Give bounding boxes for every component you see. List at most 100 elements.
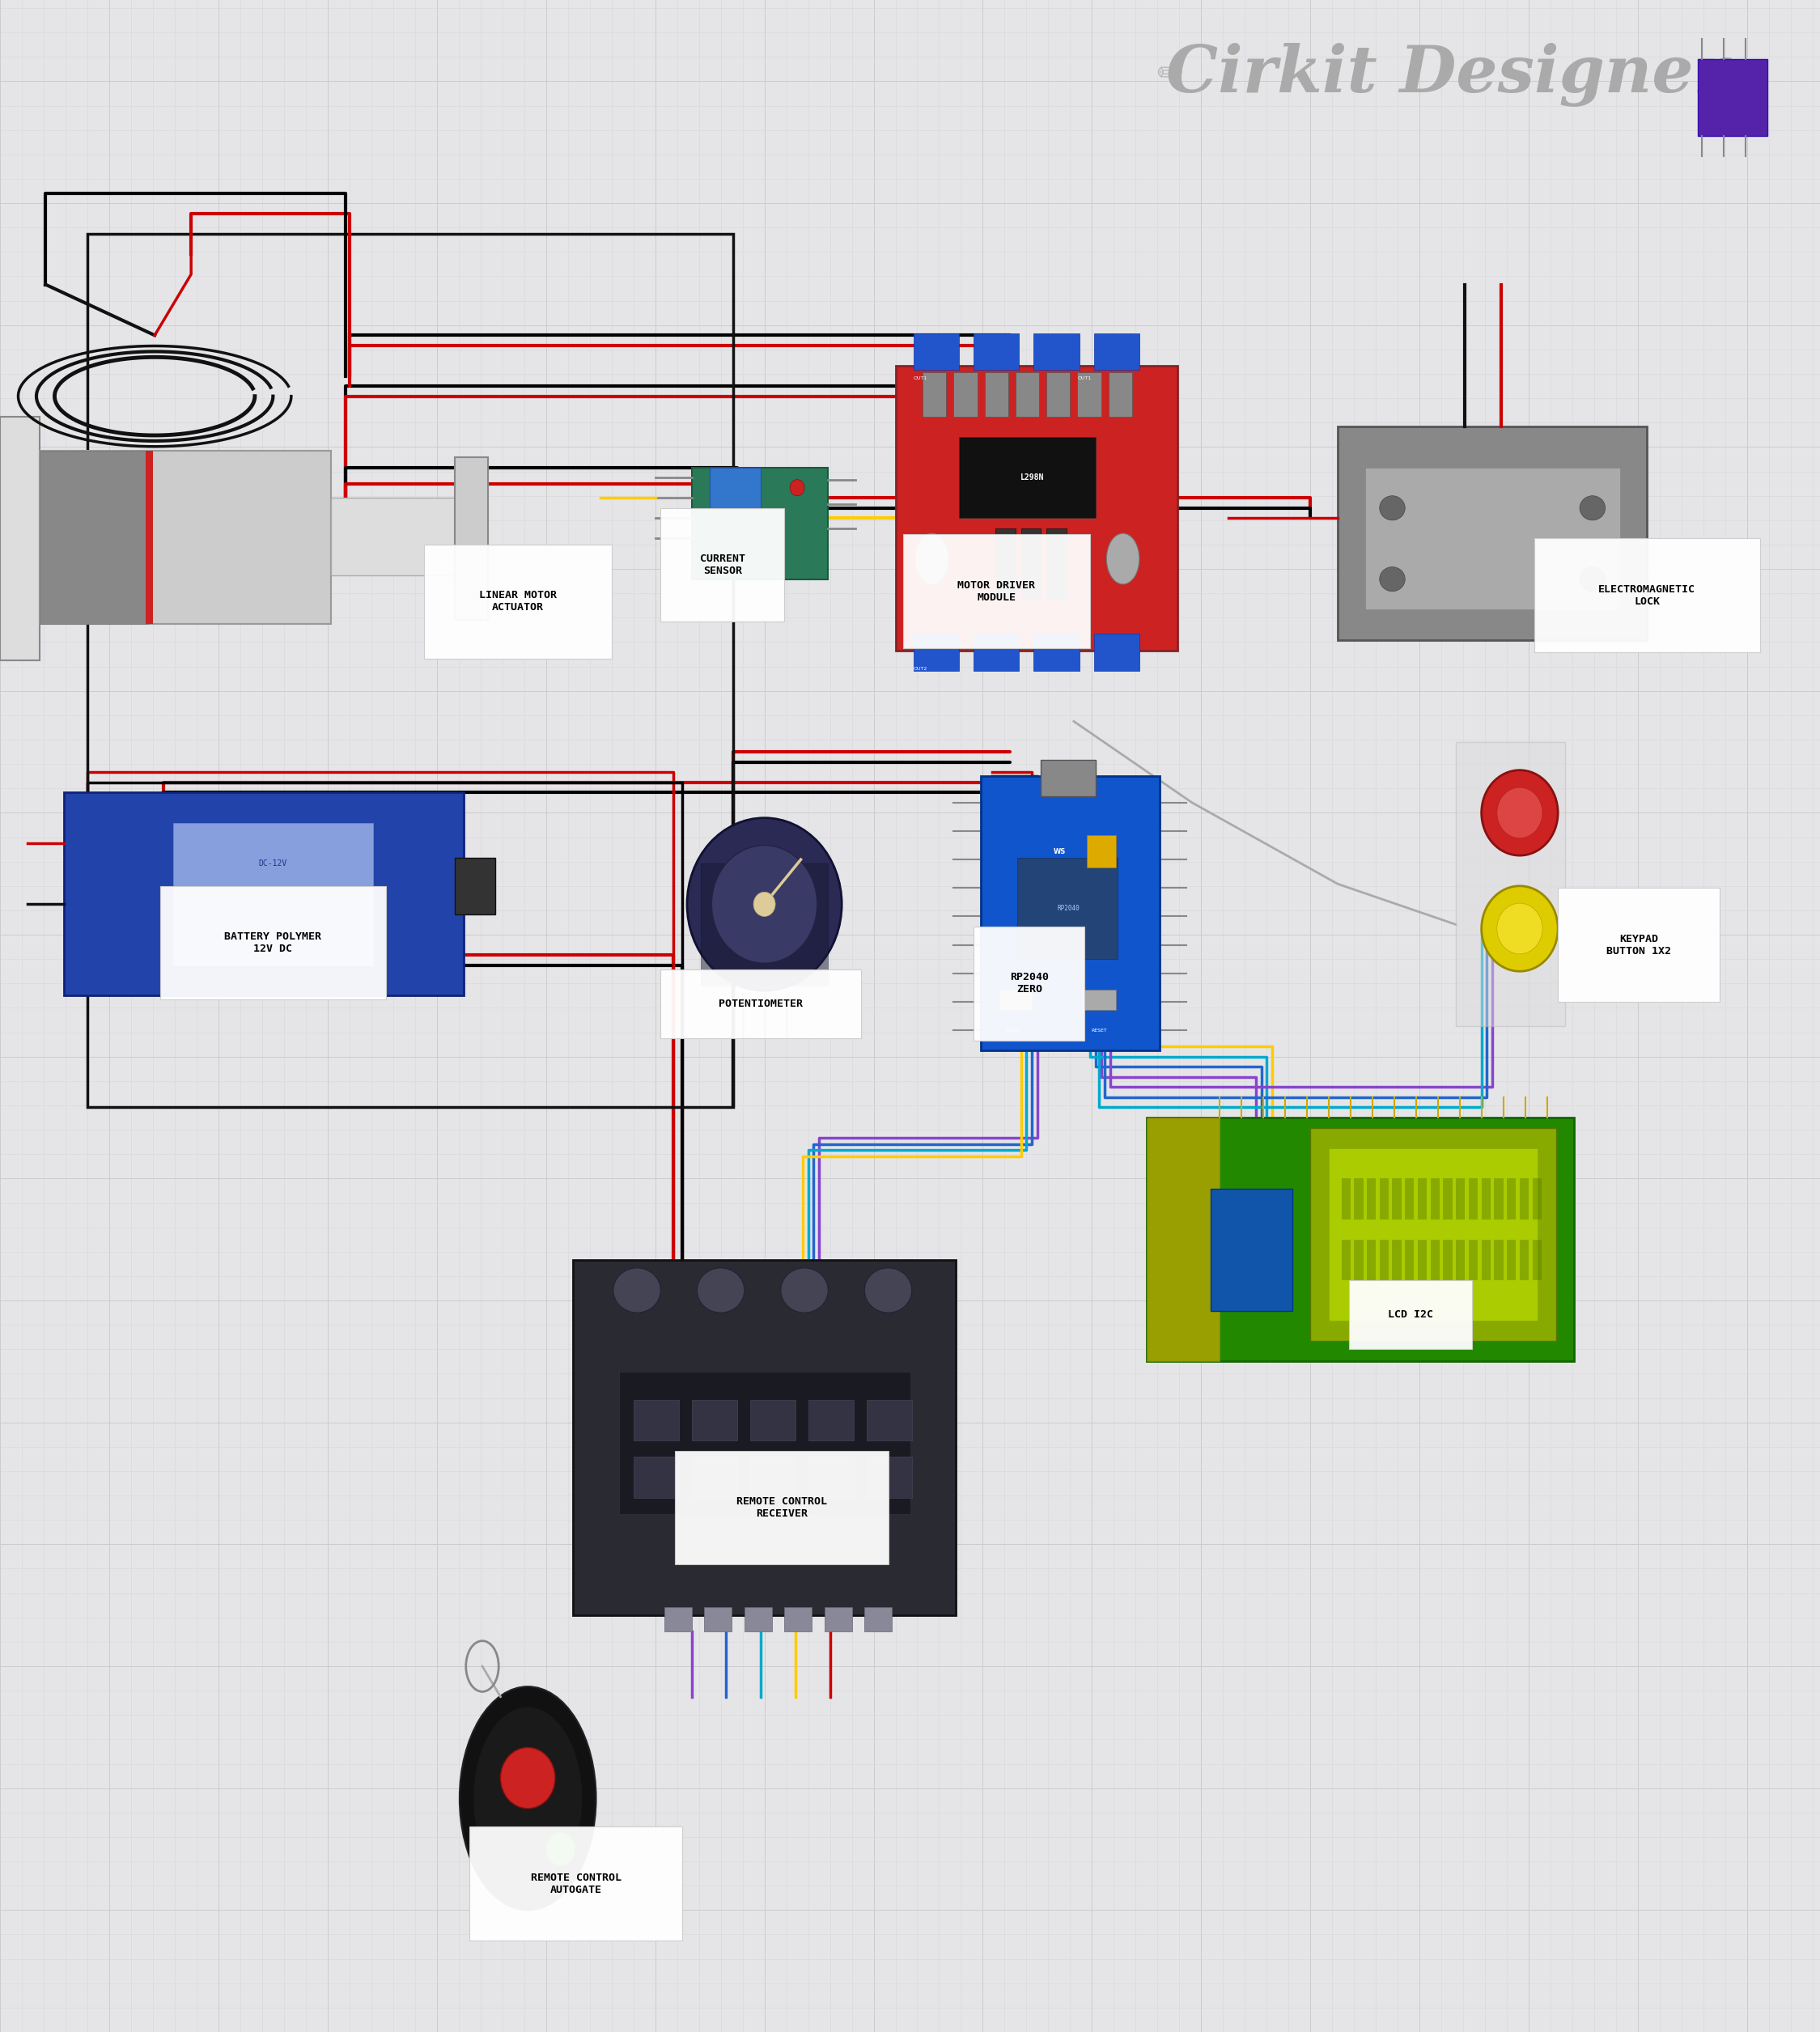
Bar: [1147, 1118, 1219, 1361]
Ellipse shape: [864, 1268, 912, 1313]
Bar: [1494, 1179, 1503, 1219]
Bar: [0, 417, 40, 660]
Bar: [1034, 634, 1079, 671]
Bar: [914, 333, 959, 370]
Bar: [1456, 1179, 1465, 1219]
Text: RESET: RESET: [1092, 1028, 1107, 1032]
Bar: [633, 1400, 679, 1441]
Bar: [701, 864, 828, 986]
Bar: [1354, 1240, 1363, 1280]
Text: ELECTROMAGNETIC
LOCK: ELECTROMAGNETIC LOCK: [1598, 583, 1696, 608]
Ellipse shape: [1496, 904, 1543, 955]
Text: OUT1: OUT1: [914, 376, 928, 380]
Bar: [954, 372, 977, 417]
Ellipse shape: [1496, 786, 1543, 839]
Bar: [985, 372, 1008, 417]
Bar: [1046, 528, 1067, 599]
Bar: [1365, 467, 1620, 610]
Bar: [704, 1607, 732, 1632]
Bar: [1405, 1240, 1414, 1280]
FancyBboxPatch shape: [424, 545, 612, 658]
Ellipse shape: [613, 1268, 661, 1313]
Bar: [692, 1457, 737, 1498]
Ellipse shape: [1380, 567, 1405, 591]
Text: MOTOR DRIVER
MODULE: MOTOR DRIVER MODULE: [957, 579, 1036, 604]
Bar: [1094, 333, 1139, 370]
Bar: [784, 1607, 812, 1632]
Bar: [1443, 1240, 1452, 1280]
Text: WS: WS: [1054, 847, 1065, 855]
Text: L298N: L298N: [1019, 473, 1045, 482]
Bar: [1147, 1118, 1574, 1361]
Bar: [455, 457, 488, 620]
Text: Cirkit Designer: Cirkit Designer: [1167, 43, 1727, 108]
Bar: [1431, 1240, 1440, 1280]
Text: LINEAR MOTOR
ACTUATOR: LINEAR MOTOR ACTUATOR: [479, 589, 557, 614]
Text: ✏: ✏: [1158, 59, 1183, 91]
Bar: [1469, 1240, 1478, 1280]
Ellipse shape: [546, 1833, 575, 1865]
Bar: [866, 1457, 912, 1498]
Text: DC-12V: DC-12V: [258, 860, 288, 868]
Text: LCD I2C: LCD I2C: [1389, 1309, 1432, 1321]
Ellipse shape: [459, 1687, 595, 1910]
Bar: [173, 823, 373, 965]
Bar: [692, 1400, 737, 1441]
Ellipse shape: [473, 1707, 582, 1890]
Bar: [1418, 1179, 1427, 1219]
Bar: [824, 1607, 852, 1632]
Bar: [87, 234, 733, 1107]
Bar: [1108, 372, 1132, 417]
Ellipse shape: [915, 532, 948, 585]
Bar: [664, 1607, 692, 1632]
Bar: [455, 858, 495, 914]
Bar: [1087, 835, 1116, 868]
Text: OUT1: OUT1: [1077, 376, 1092, 380]
FancyBboxPatch shape: [675, 1451, 888, 1565]
FancyBboxPatch shape: [974, 927, 1085, 1040]
Bar: [40, 451, 149, 624]
Bar: [331, 498, 468, 575]
Bar: [1034, 333, 1079, 370]
Bar: [1077, 372, 1101, 417]
Bar: [1367, 1179, 1376, 1219]
Bar: [1041, 760, 1096, 797]
Bar: [808, 1457, 854, 1498]
Bar: [1469, 1179, 1478, 1219]
Bar: [1367, 1240, 1376, 1280]
Bar: [1046, 372, 1070, 417]
Bar: [1380, 1240, 1389, 1280]
Bar: [999, 990, 1032, 1010]
FancyBboxPatch shape: [661, 508, 784, 622]
Text: BOOT: BOOT: [1006, 1028, 1021, 1032]
Bar: [1341, 1240, 1350, 1280]
Bar: [1338, 427, 1647, 640]
Bar: [1698, 59, 1767, 136]
Text: RP2040
ZERO: RP2040 ZERO: [1010, 971, 1048, 996]
Bar: [1341, 1179, 1350, 1219]
Bar: [1310, 1128, 1556, 1341]
Bar: [1392, 1179, 1401, 1219]
Bar: [864, 1607, 892, 1632]
Bar: [1405, 1179, 1414, 1219]
Bar: [1083, 990, 1116, 1010]
Bar: [1021, 528, 1041, 599]
Text: REMOTE CONTROL
RECEIVER: REMOTE CONTROL RECEIVER: [737, 1496, 826, 1520]
Bar: [744, 1607, 772, 1632]
Bar: [895, 366, 1178, 650]
Bar: [146, 451, 153, 624]
Ellipse shape: [790, 480, 804, 496]
Bar: [692, 467, 828, 579]
Text: BATTERY POLYMER
12V DC: BATTERY POLYMER 12V DC: [224, 931, 322, 955]
Bar: [1017, 858, 1117, 959]
Bar: [40, 451, 331, 624]
Ellipse shape: [1380, 496, 1405, 520]
Ellipse shape: [686, 817, 841, 992]
Bar: [1481, 1179, 1491, 1219]
Bar: [750, 1457, 795, 1498]
Ellipse shape: [1580, 496, 1605, 520]
Bar: [750, 1400, 795, 1441]
Bar: [633, 1457, 679, 1498]
Bar: [1443, 1179, 1452, 1219]
Text: KEYPAD
BUTTON 1X2: KEYPAD BUTTON 1X2: [1607, 933, 1671, 957]
